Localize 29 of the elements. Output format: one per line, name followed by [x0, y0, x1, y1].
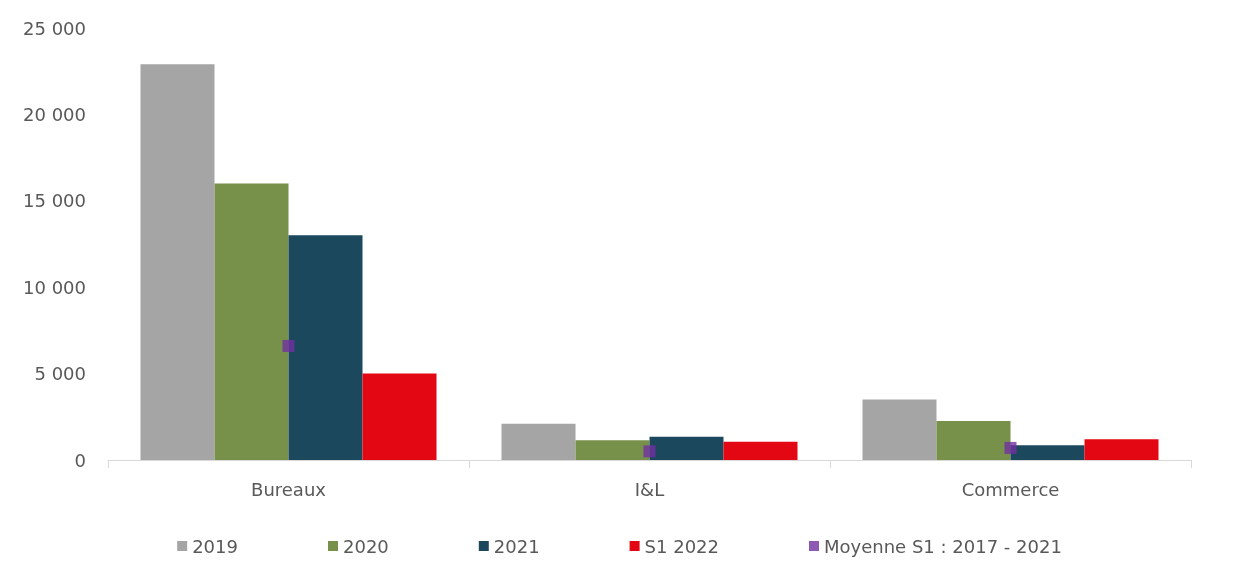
bar [936, 421, 1011, 460]
bar [1084, 439, 1159, 460]
y-tick-label: 10 000 [23, 276, 86, 298]
y-tick-label: 15 000 [23, 190, 86, 212]
x-tick-label: Bureaux [251, 478, 327, 500]
y-tick-label: 25 000 [23, 17, 86, 39]
point [1004, 441, 1017, 454]
y-tick-label: 20 000 [23, 103, 86, 125]
bar [1010, 445, 1085, 460]
bar [140, 64, 215, 460]
bar [723, 441, 798, 460]
point [643, 445, 656, 458]
legend-label: S1 2022 [644, 535, 720, 557]
point [282, 339, 295, 352]
y-tick-label: 5 000 [34, 363, 86, 385]
x-tick-label: I&L [634, 478, 665, 500]
legend-label: Moyenne S1 : 2017 - 2021 [824, 535, 1062, 557]
bar [501, 423, 576, 460]
bar [362, 373, 437, 460]
bar [862, 399, 937, 460]
bar [649, 436, 724, 460]
legend-label: 2021 [493, 535, 540, 557]
legend-label: 2020 [342, 535, 389, 557]
bar [214, 183, 289, 460]
y-tick-label: 0 [74, 449, 86, 471]
x-tick-label: Commerce [961, 478, 1060, 500]
bar [575, 440, 650, 460]
legend-label: 2019 [192, 535, 238, 557]
bar [288, 235, 363, 460]
